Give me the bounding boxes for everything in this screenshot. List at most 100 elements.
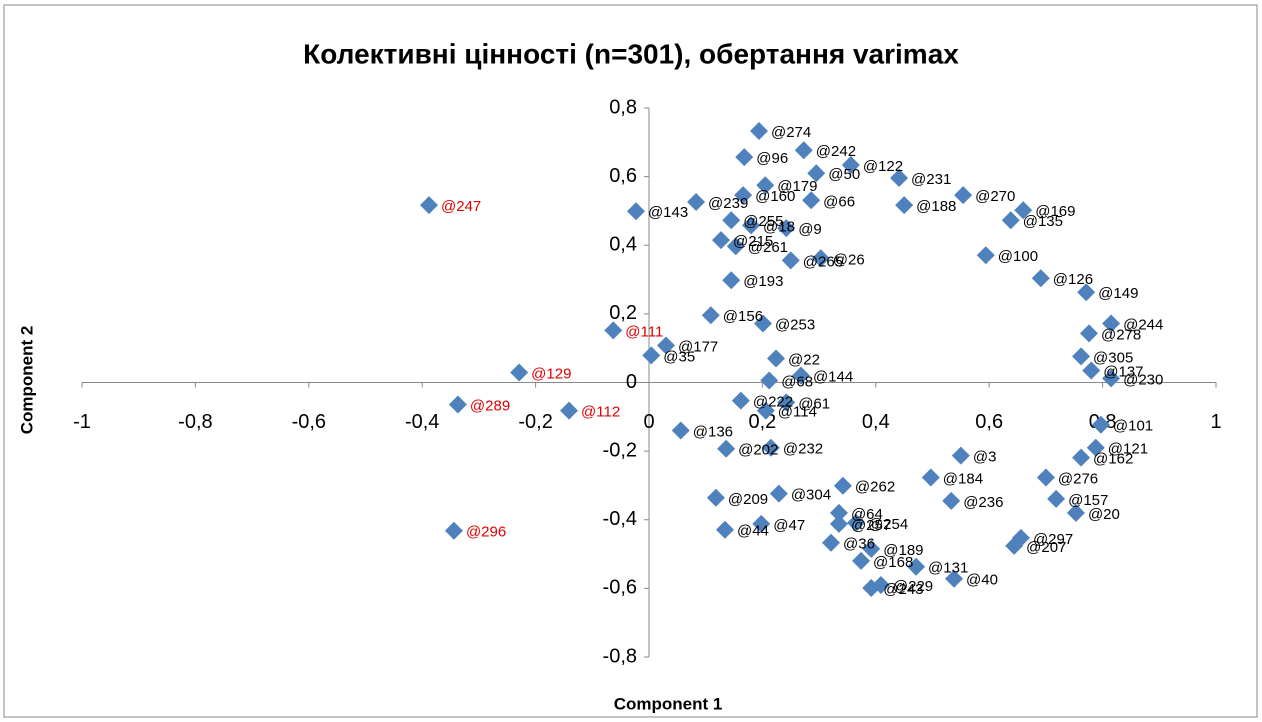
point [722,211,741,230]
point [945,569,964,588]
point-label: @193 [743,273,783,290]
point [749,121,768,140]
point [942,491,961,510]
point [715,520,734,539]
point [1072,347,1091,366]
point [420,196,439,215]
point-label: @100 [998,248,1038,265]
point [706,488,725,507]
point-label: @26 [833,251,865,268]
point-label: @9 [798,221,822,238]
x-tick-label: 0,6 [975,411,1003,433]
y-axis-title: Component 2 [17,326,36,435]
x-tick-label: -0,8 [178,411,212,433]
point-label: @3 [973,449,997,466]
point [701,306,720,325]
point-label: @278 [1101,326,1141,343]
point [510,363,529,382]
point-label: @244 [1123,316,1163,333]
point [657,336,676,355]
point-label: @66 [823,193,855,210]
point-label: @222 [753,394,793,411]
chart-title: Колективні цінності (n=301), обертання v… [303,38,959,69]
point [921,468,940,487]
point [811,249,830,268]
point [1047,489,1066,508]
x-tick-label: 0,2 [748,411,776,433]
point-label: @253 [775,316,815,333]
point [1066,503,1085,522]
y-tick-label: 0,4 [609,234,637,256]
point [794,141,813,160]
point [1077,283,1096,302]
point [852,551,871,570]
point [742,216,761,235]
point-label: @229 [893,578,933,595]
y-tick-label: -0,2 [603,439,637,461]
y-tick-label: -0,6 [603,577,637,599]
y-tick-label: 0 [626,371,637,393]
point-label: @126 [1053,271,1093,288]
point [642,346,661,365]
point-label: @276 [1058,471,1098,488]
point-label: @236 [963,494,1003,511]
point-label: @215 [733,233,773,250]
point-label: @122 [863,158,903,175]
point [841,155,860,174]
y-tick-label: 0,6 [609,165,637,187]
point [862,539,881,558]
point-label: @189 [883,542,923,559]
point [777,393,796,412]
point-label: @239 [708,195,748,212]
point-label: @162 [1093,451,1133,468]
point [604,321,623,340]
point [687,193,706,212]
point [1086,438,1105,457]
point [448,395,467,414]
y-tick-label: -0,4 [603,508,637,530]
point-label: @242 [816,143,856,160]
point [890,168,909,187]
point-label: @177 [678,338,718,355]
point-label: @18 [763,218,795,235]
x-tick-label: 1 [1210,411,1221,433]
point [829,514,848,533]
point [717,439,736,458]
x-tick-label: -0,2 [518,411,552,433]
point [862,579,881,598]
point [833,476,852,495]
point [1036,468,1055,487]
point [756,401,775,420]
point [726,237,745,256]
point [1102,314,1121,333]
point [1102,369,1121,388]
x-tick-label: 0 [643,411,654,433]
point-label: @101 [1113,418,1153,435]
point-label: @207 [1026,539,1066,556]
point-label: @64 [851,506,883,523]
x-axis-title: Component 1 [614,694,723,713]
point [1091,415,1110,434]
point [753,314,772,333]
x-tick-label: -0,4 [405,411,439,433]
point-label: @114 [778,404,817,421]
point-label: @47 [773,517,805,534]
point [734,186,753,205]
point [712,231,731,250]
point-label: @230 [1123,371,1163,388]
point-label: @61 [798,395,830,412]
point-label: @289 [470,397,510,414]
y-tick-label: 0,8 [609,96,637,118]
point [626,202,645,221]
point-label: @35 [663,348,695,365]
point [767,349,786,368]
point-label: @297 [1033,531,1073,548]
point-label: @131 [928,560,968,577]
point [760,371,779,390]
point-label: @137 [1103,363,1143,380]
point-label: @257 [851,517,891,534]
point-label: @274 [771,124,811,141]
point-label: @135 [1023,213,1063,230]
point-label: @232 [783,441,823,458]
point-label: @112 [581,404,620,421]
